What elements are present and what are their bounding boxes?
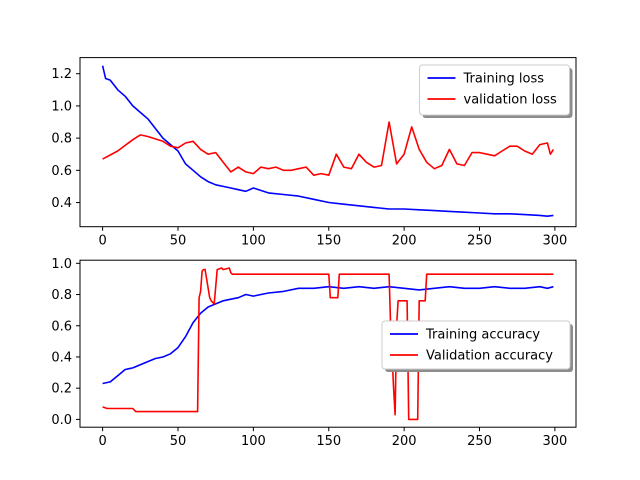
accuracy-ytick-label: 1.0 [51, 257, 72, 272]
accuracy-ytick-label: 0.2 [51, 382, 72, 397]
loss-xtick-label: 150 [316, 234, 341, 249]
loss-xtick-label: 300 [542, 234, 567, 249]
loss-legend-label-0: Training loss [463, 72, 545, 87]
loss-ytick-label: 0.8 [51, 132, 72, 147]
accuracy-chart: 0 50 100 150 200 250 300 0.0 0.2 0.4 0.6 0.8 1.0 Trai… [51, 257, 576, 449]
loss-ytick-label: 1.2 [51, 67, 72, 82]
loss-ytick-label: 0.4 [51, 196, 72, 211]
accuracy-xtick-label: 300 [542, 434, 567, 449]
loss-chart: 0 50 100 150 200 250 300 0.4 0.6 0.8 1.0 1.2 Trainin… [51, 58, 576, 249]
accuracy-xtick-label: 50 [170, 434, 187, 449]
accuracy-xtick-label: 150 [316, 434, 341, 449]
loss-ytick-label: 1.0 [51, 99, 72, 114]
loss-series-1-line [103, 122, 554, 175]
loss-xtick-label: 200 [392, 234, 417, 249]
accuracy-ytick-label: 0.8 [51, 288, 72, 303]
accuracy-legend: Training accuracy Validation accuracy [382, 321, 573, 372]
loss-legend-label-1: validation loss [464, 93, 557, 108]
loss-xtick-label: 50 [170, 234, 187, 249]
loss-ytick-label: 0.6 [51, 164, 72, 179]
accuracy-xtick-label: 100 [241, 434, 266, 449]
accuracy-xtick-label: 250 [467, 434, 492, 449]
accuracy-xtick-label: 200 [392, 434, 417, 449]
accuracy-ytick-label: 0.4 [51, 350, 72, 365]
accuracy-ytick-label: 0.6 [51, 319, 72, 334]
loss-xtick-label: 250 [467, 234, 492, 249]
accuracy-legend-label-0: Training accuracy [425, 328, 540, 343]
accuracy-xtick-label: 0 [98, 434, 106, 449]
loss-xtick-label: 0 [98, 234, 106, 249]
accuracy-ytick-label: 0.0 [51, 413, 72, 428]
loss-legend: Training loss validation loss [420, 65, 573, 118]
loss-xtick-label: 100 [241, 234, 266, 249]
accuracy-legend-label-1: Validation accuracy [426, 349, 553, 364]
